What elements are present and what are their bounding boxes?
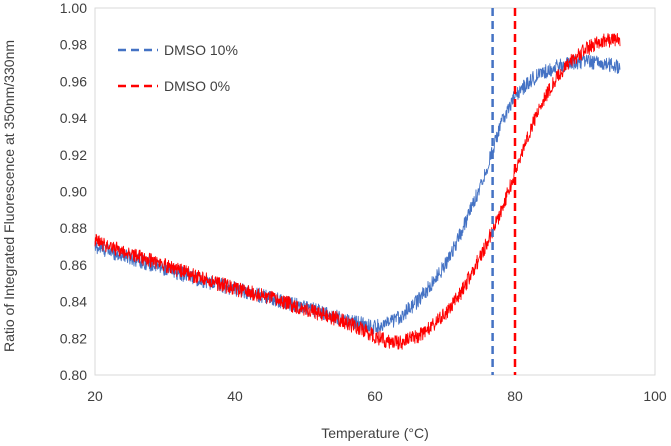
y-tick-label: 0.82: [60, 330, 87, 346]
x-tick-label: 60: [367, 388, 383, 404]
y-tick-label: 0.88: [60, 220, 87, 236]
series-line-1: [94, 54, 621, 335]
plot-frame: [94, 7, 656, 376]
legend: DMSO 10% DMSO 0%: [118, 42, 238, 94]
y-tick-label: 0.94: [60, 110, 87, 126]
plot-area: [94, 7, 656, 376]
x-tick-label: 100: [643, 388, 667, 404]
y-axis: 0.80 0.82 0.84 0.86 0.88 0.90 0.92 0.94 0.96 0.98…: [60, 0, 87, 383]
y-tick-label: 0.84: [60, 294, 87, 310]
y-axis-title: Ratio of Integrated Fluorescence at 350n…: [1, 40, 17, 352]
y-tick-label: 0.92: [60, 147, 87, 163]
legend-label-1: DMSO 10%: [164, 42, 238, 58]
y-tick-label: 0.96: [60, 73, 87, 89]
y-tick-label: 0.90: [60, 184, 87, 200]
y-tick-label: 0.98: [60, 37, 87, 53]
series-line-2: [94, 32, 621, 350]
y-tick-label: 1.00: [60, 0, 87, 16]
x-axis: 20 40 60 80 100: [87, 388, 667, 404]
x-tick-label: 20: [87, 388, 103, 404]
x-tick-label: 40: [227, 388, 243, 404]
x-tick-label: 80: [507, 388, 523, 404]
y-tick-label: 0.86: [60, 257, 87, 273]
legend-label-2: DMSO 0%: [164, 78, 230, 94]
x-axis-title: Temperature (°C): [321, 425, 429, 441]
y-tick-label: 0.80: [60, 367, 87, 383]
